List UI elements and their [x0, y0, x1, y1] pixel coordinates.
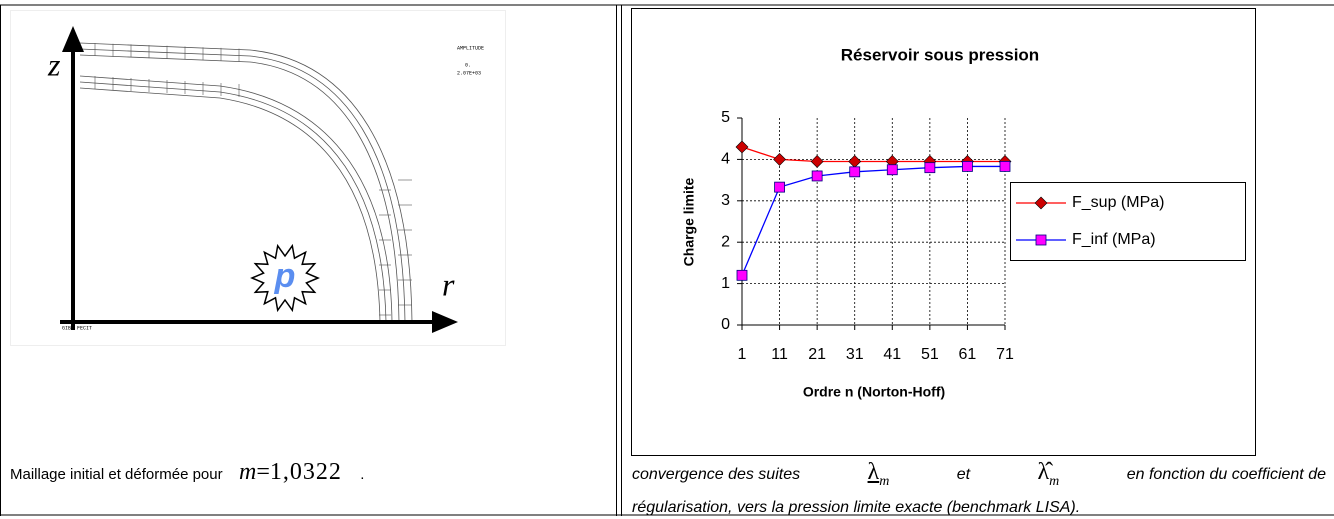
- data-point: [924, 162, 936, 174]
- axis-label: r: [442, 266, 455, 302]
- x-tick-label: 31: [846, 346, 864, 363]
- math: 1,0322: [269, 459, 342, 485]
- pressure-label: p: [274, 257, 296, 295]
- mesh-legend: 2.07E+03: [457, 70, 481, 76]
- x-tick-label: 51: [921, 346, 939, 363]
- data-point: [962, 161, 973, 172]
- arrow-head: [432, 311, 458, 333]
- y-tick-label: 4: [721, 151, 730, 168]
- right-caption: convergence des suites λm et λ̂m en fonc…: [632, 457, 1326, 519]
- x-tick-label: 11: [771, 346, 788, 363]
- legend-box: [1010, 182, 1246, 261]
- caption-text: en fonction du coefficient de: [1126, 466, 1326, 483]
- data-point: [735, 140, 749, 154]
- mesh-legend: AMPLITUDE: [457, 45, 484, 51]
- y-tick-label: 5: [721, 109, 730, 126]
- x-tick-label: 41: [883, 346, 901, 363]
- data-point: [774, 181, 785, 193]
- image-frame: [10, 10, 506, 346]
- math: λ: [867, 459, 880, 485]
- data-point: [811, 170, 823, 182]
- y-axis-label: Charge limite: [681, 177, 697, 266]
- math: m: [1049, 474, 1060, 489]
- math: =: [256, 459, 270, 485]
- data-point: [810, 155, 824, 168]
- legend-label: F_inf (MPa): [1072, 231, 1156, 248]
- pressure-burst: [250, 243, 320, 313]
- caption-text: régularisation, vers la pression limite …: [632, 499, 1081, 516]
- arrow-head: [62, 26, 84, 52]
- x-tick-label: 71: [996, 346, 1014, 363]
- legend-marker: [1035, 234, 1047, 246]
- x-tick-label: 21: [808, 346, 826, 363]
- chart-frame: [631, 8, 1256, 456]
- y-tick-label: 3: [721, 192, 730, 209]
- legend-label: F_sup (MPa): [1072, 194, 1164, 211]
- y-tick-label: 2: [721, 233, 730, 250]
- mesh-figure: z r p AMPLITUDE 0. 2.07E+03 GIBI FECIT: [47, 26, 484, 333]
- data-point: [848, 155, 862, 168]
- legend-marker: [1034, 196, 1048, 210]
- x-tick-label: 61: [959, 346, 977, 363]
- caption-text: Maillage initial et déformée pour: [10, 466, 223, 483]
- series-line: [741, 165, 1005, 276]
- y-tick-label: 1: [721, 275, 730, 292]
- left-caption: Maillage initial et déformée pour m=1,03…: [10, 454, 364, 493]
- caption-text: .: [360, 466, 365, 483]
- math: λ̂: [1037, 459, 1050, 485]
- axis-label: z: [47, 46, 61, 82]
- data-point: [999, 161, 1011, 172]
- x-axis-label: Ordre n (Norton-Hoff): [803, 384, 945, 400]
- mesh: [79, 42, 413, 323]
- data-point: [886, 164, 898, 176]
- caption-text: et: [956, 466, 971, 483]
- data-point: [773, 152, 786, 166]
- caption-text: convergence des suites: [632, 466, 801, 483]
- data-point: [849, 166, 861, 178]
- math: m: [238, 459, 257, 485]
- math: m: [879, 474, 890, 489]
- x-tick-label: 1: [738, 346, 747, 363]
- y-tick-label: 0: [721, 316, 730, 333]
- caption-line: convergence des suites λm et λ̂m en fonc…: [632, 457, 1326, 497]
- data-point: [736, 269, 748, 281]
- chart: Réservoir sous pression Ordre n (Norton-…: [681, 45, 1246, 400]
- mesh-legend: 0.: [465, 62, 471, 68]
- chart-title: Réservoir sous pression: [841, 45, 1039, 64]
- mesh-elements: [94, 43, 412, 316]
- mesh-footer: GIBI FECIT: [62, 325, 92, 331]
